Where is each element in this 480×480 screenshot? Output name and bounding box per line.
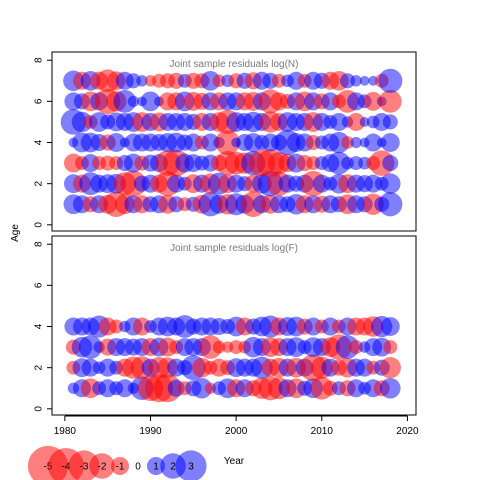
residual-point [382, 155, 399, 172]
legend-label: -2 [98, 462, 107, 473]
y-tick-label: 0 [34, 222, 45, 228]
residual-point [78, 335, 103, 359]
legend-label: -1 [116, 462, 125, 473]
residual-point [339, 73, 356, 89]
residual-point [364, 133, 383, 152]
residual-point [378, 192, 403, 217]
y-tick-label: 2 [34, 364, 45, 370]
y-tick-label: 0 [34, 406, 45, 412]
residual-point [378, 68, 403, 93]
residual-point [383, 340, 398, 355]
legend-symbol [111, 457, 129, 475]
y-tick-label: 4 [34, 139, 45, 145]
x-tick-label: 2010 [311, 426, 334, 437]
residual-point [125, 73, 141, 89]
x-tick-label: 2000 [225, 426, 248, 437]
residual-point [380, 173, 401, 194]
residual-point [350, 75, 362, 87]
residual-point [380, 133, 400, 152]
residual-point [363, 91, 383, 111]
x-tick-label: 1980 [54, 426, 77, 437]
legend-symbol [147, 457, 165, 475]
residual-point [350, 136, 362, 149]
panel-title: Joint sample residuals log(N) [170, 59, 299, 70]
residual-point [347, 112, 366, 131]
residual-point [113, 89, 137, 113]
residual-point [109, 319, 124, 334]
residual-point [136, 75, 148, 87]
residual-point [191, 377, 213, 399]
legend-symbol [89, 453, 115, 479]
y-axis-label: Age [10, 224, 21, 242]
y-tick-label: 8 [34, 57, 45, 63]
legend-label: 1 [153, 462, 159, 473]
residual-point [382, 114, 398, 130]
legend-label: -3 [80, 462, 89, 473]
residual-point [378, 89, 402, 113]
residual-point [127, 95, 140, 108]
residual-point [379, 357, 401, 379]
residual-point [359, 117, 370, 127]
panel-frame [51, 51, 417, 232]
legend-label: -4 [62, 462, 71, 473]
residual-point [140, 91, 161, 112]
residual-point [329, 112, 348, 131]
y-tick-label: 4 [34, 323, 45, 329]
residual-point [115, 379, 134, 398]
residual-point [380, 377, 401, 399]
residual-point [198, 335, 223, 359]
residual-point [212, 340, 226, 354]
y-tick-label: 2 [34, 180, 45, 186]
x-tick-label: 1990 [139, 426, 162, 437]
legend-label: 3 [188, 462, 194, 473]
x-tick-label: 2020 [396, 426, 419, 437]
y-tick-label: 6 [34, 98, 45, 104]
legend-symbol [175, 450, 207, 480]
panel-title: Joint sample residuals log(F) [170, 243, 298, 254]
panel-frame [51, 235, 417, 416]
y-tick-label: 8 [34, 241, 45, 247]
residual-point [215, 130, 240, 155]
residual-point [359, 75, 370, 86]
residual-point [349, 340, 364, 355]
residual-point [341, 136, 354, 149]
residual-point [106, 133, 126, 152]
x-axis-label: Year [224, 456, 245, 467]
legend-label: 0 [135, 462, 141, 473]
y-tick-label: 6 [34, 282, 45, 288]
legend-label: 2 [170, 462, 176, 473]
residual-point [327, 151, 351, 175]
residual-point [201, 133, 220, 152]
residual-point [380, 317, 400, 336]
